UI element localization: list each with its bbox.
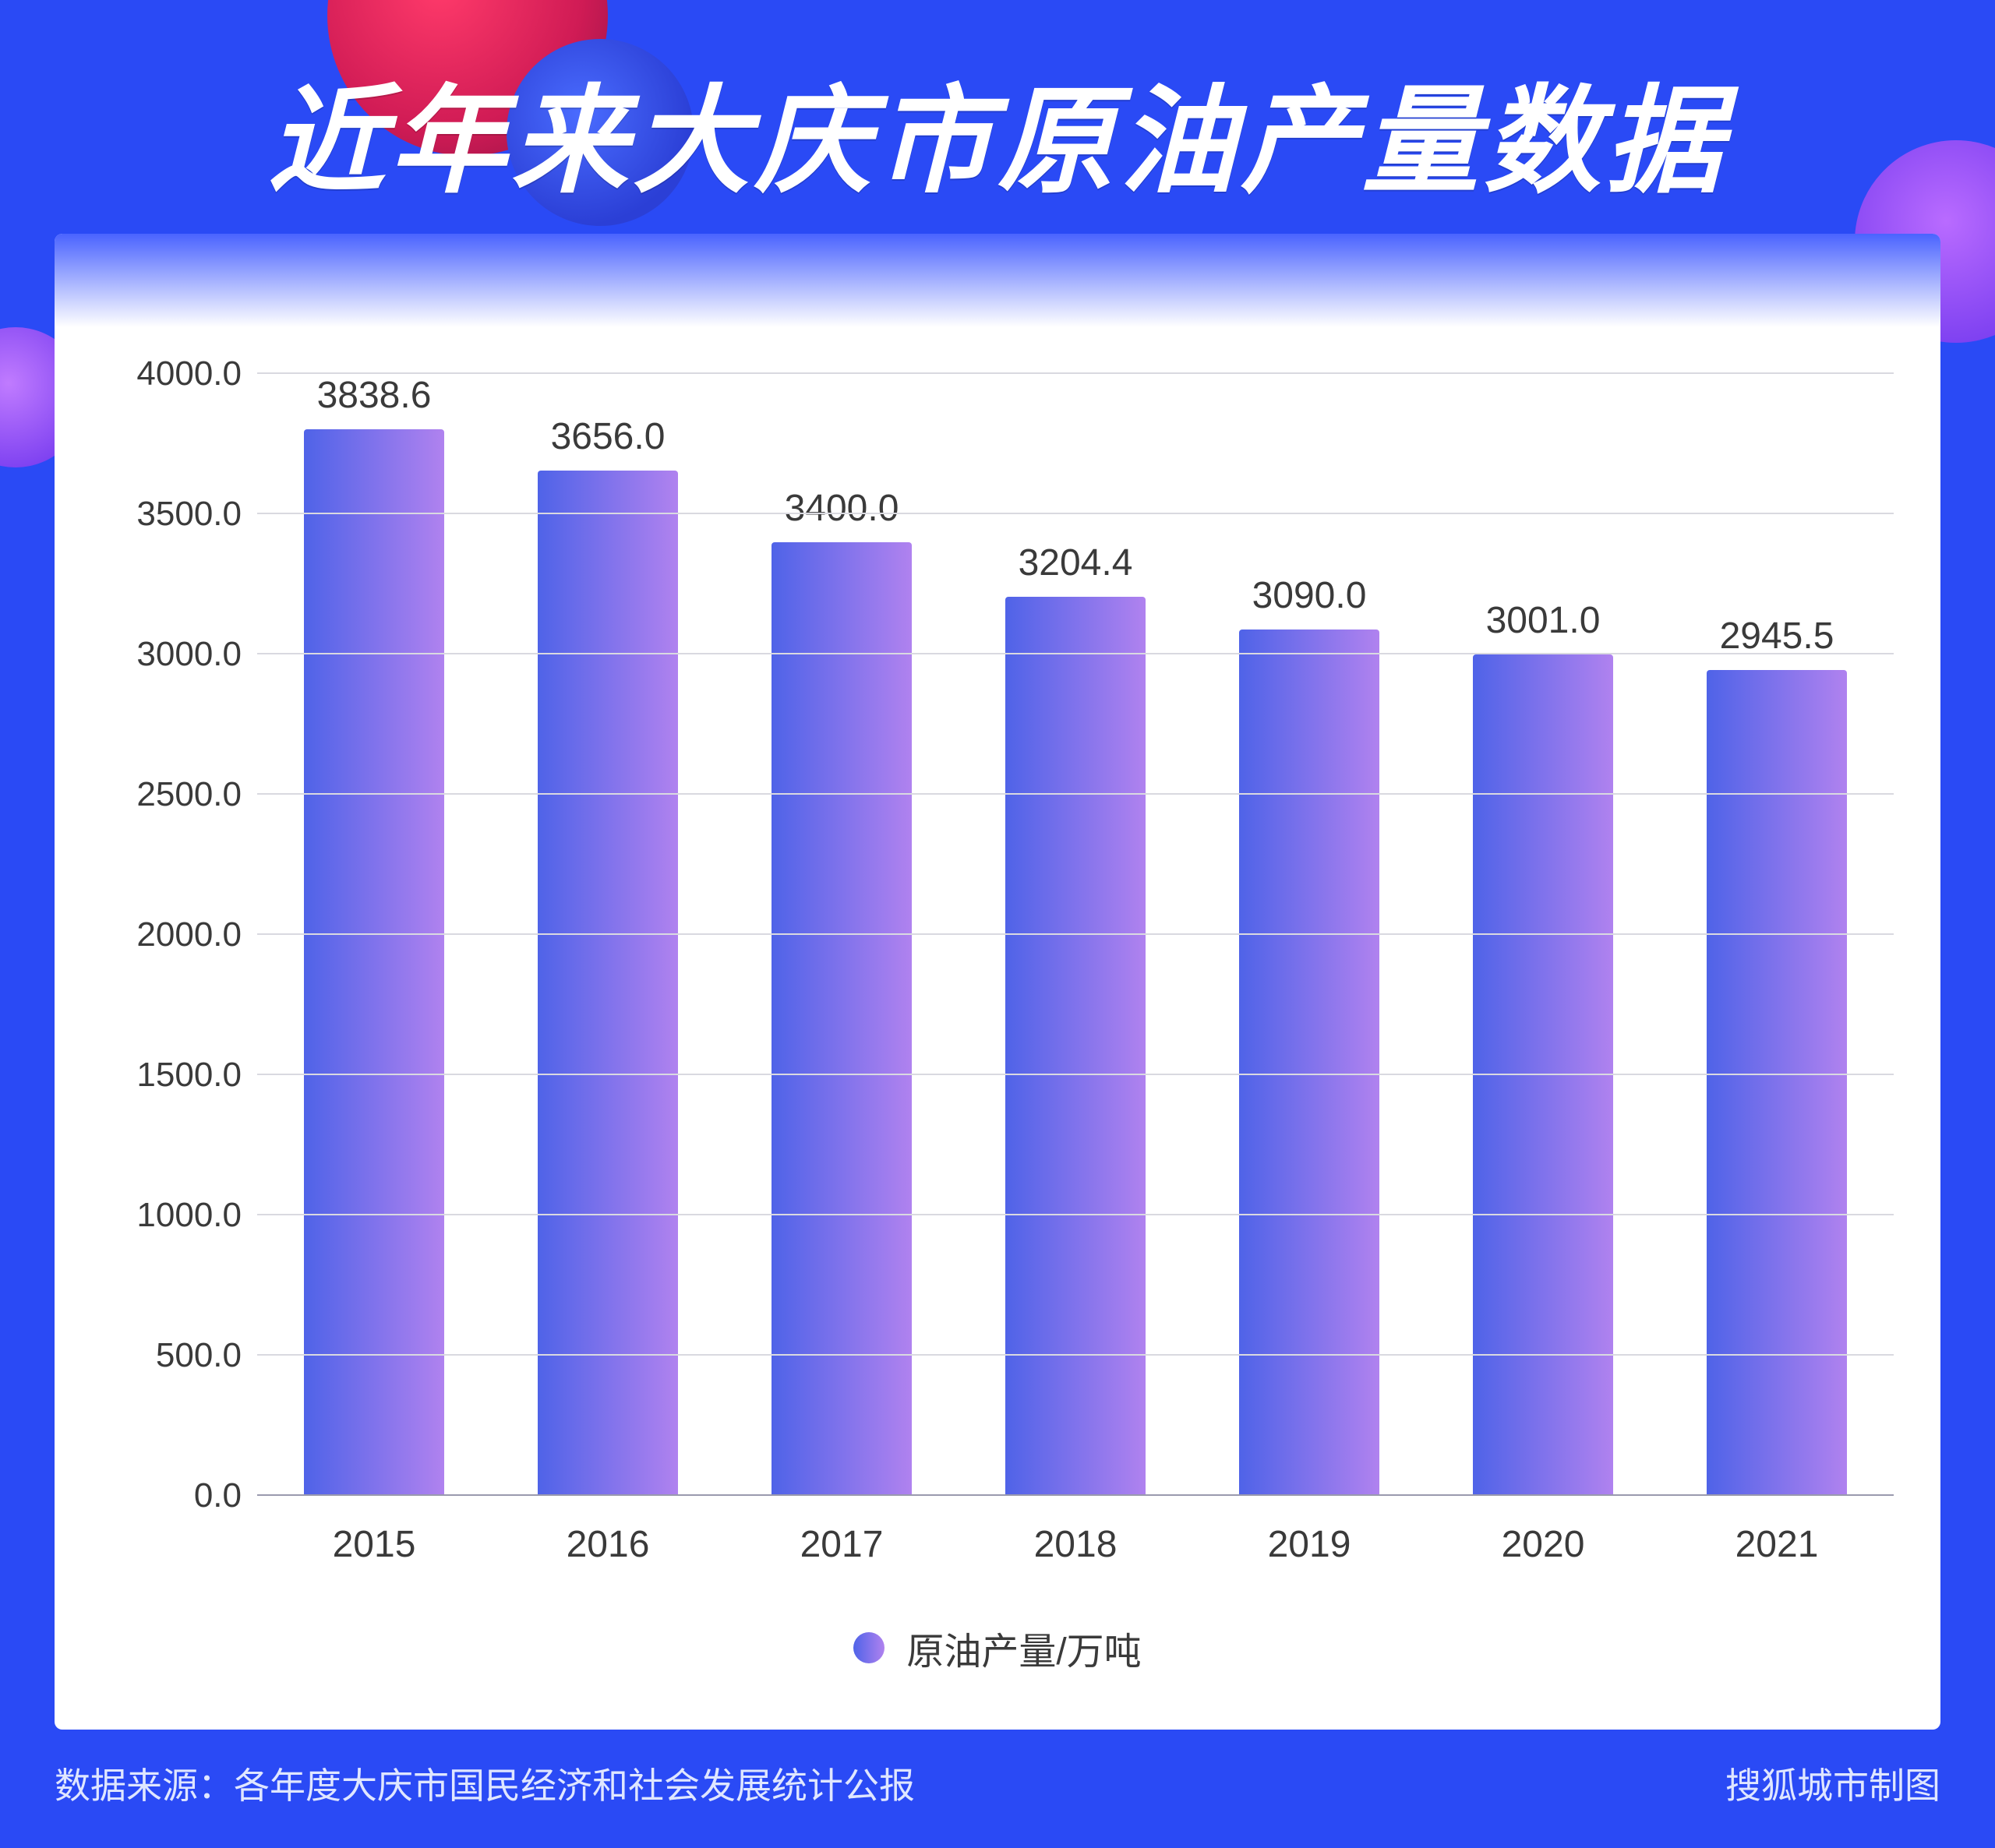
gridline: 1000.0 xyxy=(257,1214,1894,1215)
bar-value-label: 3656.0 xyxy=(551,415,666,458)
y-tick-label: 2000.0 xyxy=(136,915,242,954)
y-tick-label: 1000.0 xyxy=(136,1196,242,1235)
gridline: 2000.0 xyxy=(257,933,1894,935)
bar xyxy=(1005,597,1146,1496)
legend: 原油产量/万吨 xyxy=(55,1621,1940,1675)
bar xyxy=(772,542,912,1496)
y-tick-label: 1500.0 xyxy=(136,1056,242,1095)
y-tick-label: 0.0 xyxy=(194,1476,242,1515)
x-axis-labels: 2015201620172018201920202021 xyxy=(257,1523,1894,1566)
x-tick-label: 2020 xyxy=(1426,1523,1660,1566)
credit: 搜狐城市制图 xyxy=(1725,1758,1940,1809)
x-tick-label: 2015 xyxy=(257,1523,491,1566)
bar xyxy=(538,471,678,1496)
y-tick-label: 3500.0 xyxy=(136,495,242,534)
bar-slot: 3001.0 xyxy=(1426,374,1660,1496)
gridline: 0.0 xyxy=(257,1494,1894,1496)
y-tick-label: 2500.0 xyxy=(136,775,242,814)
data-source-text: 各年度大庆市国民经济和社会发展统计公报 xyxy=(234,1765,915,1806)
x-tick-label: 2021 xyxy=(1660,1523,1894,1566)
bar-slot: 3838.6 xyxy=(257,374,491,1496)
legend-swatch xyxy=(853,1632,885,1663)
gridline: 3500.0 xyxy=(257,513,1894,514)
gridline: 500.0 xyxy=(257,1354,1894,1356)
page-title: 近年来大庆市原油产量数据 xyxy=(0,0,1995,216)
plot-area: 3838.6 3656.0 3400.0 3204.4 3090.0 3001.0 2945… xyxy=(257,374,1894,1496)
legend-label: 原油产量/万吨 xyxy=(906,1621,1141,1675)
chart-panel: 3838.6 3656.0 3400.0 3204.4 3090.0 3001.0 2945… xyxy=(55,234,1940,1730)
bar-value-label: 3001.0 xyxy=(1486,599,1601,642)
bar-value-label: 3204.4 xyxy=(1019,541,1133,584)
y-tick-label: 500.0 xyxy=(156,1336,242,1375)
y-tick-label: 3000.0 xyxy=(136,635,242,674)
bar-slot: 3204.4 xyxy=(959,374,1192,1496)
x-tick-label: 2018 xyxy=(959,1523,1192,1566)
bar xyxy=(304,429,444,1496)
gridline: 3000.0 xyxy=(257,653,1894,654)
bar-slot: 3090.0 xyxy=(1192,374,1426,1496)
gridline: 4000.0 xyxy=(257,372,1894,374)
bar-value-label: 3838.6 xyxy=(317,374,432,417)
bar-slot: 3656.0 xyxy=(491,374,725,1496)
footer: 数据来源：各年度大庆市国民经济和社会发展统计公报 搜狐城市制图 xyxy=(55,1758,1940,1809)
bar-value-label: 2945.5 xyxy=(1720,615,1834,658)
x-tick-label: 2019 xyxy=(1192,1523,1426,1566)
bar xyxy=(1239,630,1379,1496)
bar-value-label: 3090.0 xyxy=(1252,574,1367,617)
bars-row: 3838.6 3656.0 3400.0 3204.4 3090.0 3001.0 2945… xyxy=(257,374,1894,1496)
x-tick-label: 2017 xyxy=(725,1523,959,1566)
x-tick-label: 2016 xyxy=(491,1523,725,1566)
bar-slot: 3400.0 xyxy=(725,374,959,1496)
gridline: 2500.0 xyxy=(257,793,1894,795)
bar-slot: 2945.5 xyxy=(1660,374,1894,1496)
data-source-prefix: 数据来源： xyxy=(55,1765,234,1806)
y-tick-label: 4000.0 xyxy=(136,354,242,393)
bar-value-label: 3400.0 xyxy=(785,487,899,530)
gridline: 1500.0 xyxy=(257,1074,1894,1075)
data-source: 数据来源：各年度大庆市国民经济和社会发展统计公报 xyxy=(55,1758,915,1809)
